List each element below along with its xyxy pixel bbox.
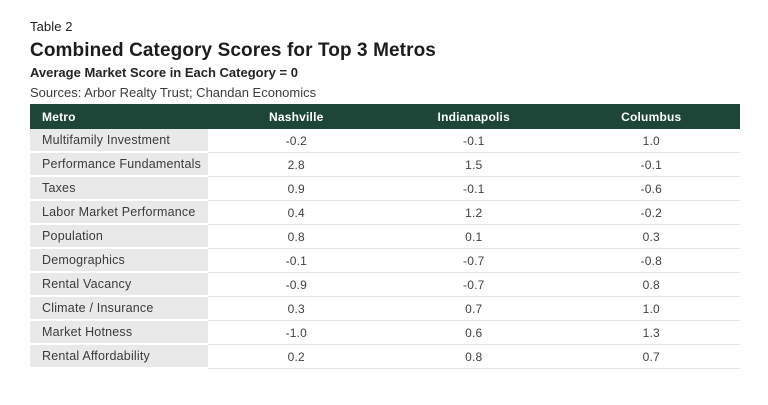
column-header-indianapolis: Indianapolis — [437, 109, 510, 124]
cell-value: -0.1 — [385, 129, 563, 153]
cell-value: 1.0 — [562, 297, 740, 321]
column-header-columbus: Columbus — [621, 109, 682, 124]
scores-table: Metro Nashville Indianapolis Columbus Multi… — [30, 104, 740, 369]
table-row: Rental Affordability 0.2 0.8 0.7 — [30, 345, 740, 369]
table-row: Performance Fundamentals 2.8 1.5 -0.1 — [30, 153, 740, 177]
row-label: Rental Affordability — [30, 345, 208, 369]
table-row: Multifamily Investment -0.2 -0.1 1.0 — [30, 129, 740, 153]
cell-value: -0.9 — [207, 273, 385, 297]
row-label: Market Hotness — [30, 321, 208, 345]
table-row: Rental Vacancy -0.9 -0.7 0.8 — [30, 273, 740, 297]
cell-value: 0.6 — [385, 321, 563, 345]
column-header-nashville: Nashville — [269, 109, 324, 124]
cell-value: -0.8 — [562, 249, 740, 273]
row-label: Population — [30, 225, 208, 249]
cell-value: -0.7 — [385, 249, 563, 273]
cell-value: 0.8 — [385, 345, 563, 369]
table-subtitle: Average Market Score in Each Category = … — [30, 65, 298, 81]
table-header-row: Metro Nashville Indianapolis Columbus — [30, 104, 740, 129]
cell-value: -0.7 — [385, 273, 563, 297]
row-label: Multifamily Investment — [30, 129, 208, 153]
row-label: Taxes — [30, 177, 208, 201]
table-row: Demographics -0.1 -0.7 -0.8 — [30, 249, 740, 273]
cell-value: 0.4 — [207, 201, 385, 225]
cell-value: 0.3 — [562, 225, 740, 249]
cell-value: 1.5 — [385, 153, 563, 177]
table-kicker: Table 2 — [30, 19, 73, 34]
row-label: Climate / Insurance — [30, 297, 208, 321]
cell-value: 1.3 — [562, 321, 740, 345]
table-row: Climate / Insurance 0.3 0.7 1.0 — [30, 297, 740, 321]
table-row: Labor Market Performance 0.4 1.2 -0.2 — [30, 201, 740, 225]
cell-value: 1.2 — [385, 201, 563, 225]
cell-value: 0.2 — [207, 345, 385, 369]
table-row: Taxes 0.9 -0.1 -0.6 — [30, 177, 740, 201]
cell-value: 0.7 — [385, 297, 563, 321]
column-header-metro: Metro — [42, 109, 76, 124]
row-label: Demographics — [30, 249, 208, 273]
cell-value: 0.7 — [562, 345, 740, 369]
cell-value: 0.3 — [207, 297, 385, 321]
cell-value: 1.0 — [562, 129, 740, 153]
table-header-block: Table 2 Combined Category Scores for Top… — [30, 18, 740, 102]
cell-value: -0.1 — [207, 249, 385, 273]
cell-value: 0.8 — [562, 273, 740, 297]
row-label: Rental Vacancy — [30, 273, 208, 297]
cell-value: -0.1 — [562, 153, 740, 177]
cell-value: -1.0 — [207, 321, 385, 345]
cell-value: -0.2 — [207, 129, 385, 153]
row-label: Labor Market Performance — [30, 201, 208, 225]
cell-value: -0.1 — [385, 177, 563, 201]
page-title: Combined Category Scores for Top 3 Metro… — [30, 39, 436, 61]
cell-value: 0.8 — [207, 225, 385, 249]
table-sources: Sources: Arbor Realty Trust; Chandan Eco… — [30, 85, 317, 101]
cell-value: 2.8 — [207, 153, 385, 177]
cell-value: -0.2 — [562, 201, 740, 225]
table-row: Market Hotness -1.0 0.6 1.3 — [30, 321, 740, 345]
cell-value: 0.1 — [385, 225, 563, 249]
cell-value: -0.6 — [562, 177, 740, 201]
row-label: Performance Fundamentals — [30, 153, 208, 177]
cell-value: 0.9 — [207, 177, 385, 201]
table-row: Population 0.8 0.1 0.3 — [30, 225, 740, 249]
table-body: Multifamily Investment -0.2 -0.1 1.0 Perform… — [30, 129, 740, 369]
